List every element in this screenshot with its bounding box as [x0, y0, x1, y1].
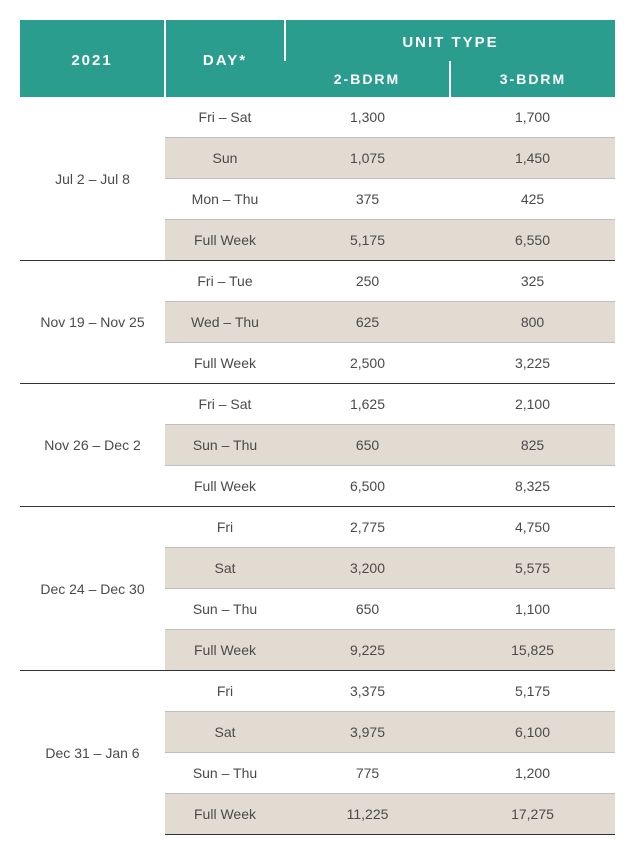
price-3bdrm: 800	[450, 302, 615, 343]
day-cell: Fri – Sat	[165, 97, 285, 138]
price-2bdrm: 625	[285, 302, 450, 343]
day-cell: Sun – Thu	[165, 753, 285, 794]
date-range-cell: Nov 19 – Nov 25	[20, 261, 165, 384]
price-3bdrm: 825	[450, 425, 615, 466]
price-2bdrm: 775	[285, 753, 450, 794]
price-3bdrm: 6,100	[450, 712, 615, 753]
price-2bdrm: 3,975	[285, 712, 450, 753]
day-cell: Full Week	[165, 220, 285, 261]
day-cell: Sat	[165, 548, 285, 589]
price-2bdrm: 9,225	[285, 630, 450, 671]
price-3bdrm: 5,575	[450, 548, 615, 589]
price-2bdrm: 1,625	[285, 384, 450, 425]
price-2bdrm: 3,200	[285, 548, 450, 589]
header-3bdrm: 3-BDRM	[450, 61, 615, 97]
price-3bdrm: 1,200	[450, 753, 615, 794]
date-range-cell: Jul 2 – Jul 8	[20, 97, 165, 261]
day-cell: Sun – Thu	[165, 589, 285, 630]
day-cell: Fri – Sat	[165, 384, 285, 425]
price-3bdrm: 3,225	[450, 343, 615, 384]
price-3bdrm: 1,700	[450, 97, 615, 138]
price-3bdrm: 1,100	[450, 589, 615, 630]
date-range-cell: Dec 31 – Jan 6	[20, 671, 165, 835]
day-cell: Fri	[165, 671, 285, 712]
price-3bdrm: 5,175	[450, 671, 615, 712]
header-unit-type: UNIT TYPE	[285, 20, 615, 61]
price-3bdrm: 17,275	[450, 794, 615, 835]
price-2bdrm: 375	[285, 179, 450, 220]
table-row: Jul 2 – Jul 8Fri – Sat1,3001,700	[20, 97, 615, 138]
day-cell: Fri – Tue	[165, 261, 285, 302]
day-cell: Wed – Thu	[165, 302, 285, 343]
price-3bdrm: 4,750	[450, 507, 615, 548]
table-row: Dec 24 – Dec 30Fri2,7754,750	[20, 507, 615, 548]
table-header: 2021 DAY* UNIT TYPE 2-BDRM 3-BDRM	[20, 20, 615, 97]
pricing-table: 2021 DAY* UNIT TYPE 2-BDRM 3-BDRM Jul 2 …	[20, 20, 615, 835]
price-2bdrm: 2,775	[285, 507, 450, 548]
day-cell: Full Week	[165, 630, 285, 671]
day-cell: Full Week	[165, 343, 285, 384]
table-row: Dec 31 – Jan 6Fri3,3755,175	[20, 671, 615, 712]
price-2bdrm: 6,500	[285, 466, 450, 507]
price-2bdrm: 650	[285, 425, 450, 466]
header-day: DAY*	[165, 20, 285, 97]
price-3bdrm: 6,550	[450, 220, 615, 261]
header-year: 2021	[20, 20, 165, 97]
day-cell: Sun	[165, 138, 285, 179]
price-2bdrm: 1,300	[285, 97, 450, 138]
day-cell: Fri	[165, 507, 285, 548]
price-2bdrm: 650	[285, 589, 450, 630]
table-row: Nov 26 – Dec 2Fri – Sat1,6252,100	[20, 384, 615, 425]
price-3bdrm: 8,325	[450, 466, 615, 507]
price-3bdrm: 325	[450, 261, 615, 302]
price-2bdrm: 5,175	[285, 220, 450, 261]
price-3bdrm: 1,450	[450, 138, 615, 179]
date-range-cell: Nov 26 – Dec 2	[20, 384, 165, 507]
day-cell: Sun – Thu	[165, 425, 285, 466]
price-3bdrm: 15,825	[450, 630, 615, 671]
price-3bdrm: 2,100	[450, 384, 615, 425]
date-range-cell: Dec 24 – Dec 30	[20, 507, 165, 671]
price-2bdrm: 2,500	[285, 343, 450, 384]
price-2bdrm: 11,225	[285, 794, 450, 835]
table-row: Nov 19 – Nov 25Fri – Tue250325	[20, 261, 615, 302]
price-3bdrm: 425	[450, 179, 615, 220]
price-2bdrm: 250	[285, 261, 450, 302]
day-cell: Sat	[165, 712, 285, 753]
price-2bdrm: 1,075	[285, 138, 450, 179]
price-2bdrm: 3,375	[285, 671, 450, 712]
table-body: Jul 2 – Jul 8Fri – Sat1,3001,700Sun1,075…	[20, 97, 615, 835]
day-cell: Full Week	[165, 794, 285, 835]
day-cell: Mon – Thu	[165, 179, 285, 220]
day-cell: Full Week	[165, 466, 285, 507]
header-2bdrm: 2-BDRM	[285, 61, 450, 97]
